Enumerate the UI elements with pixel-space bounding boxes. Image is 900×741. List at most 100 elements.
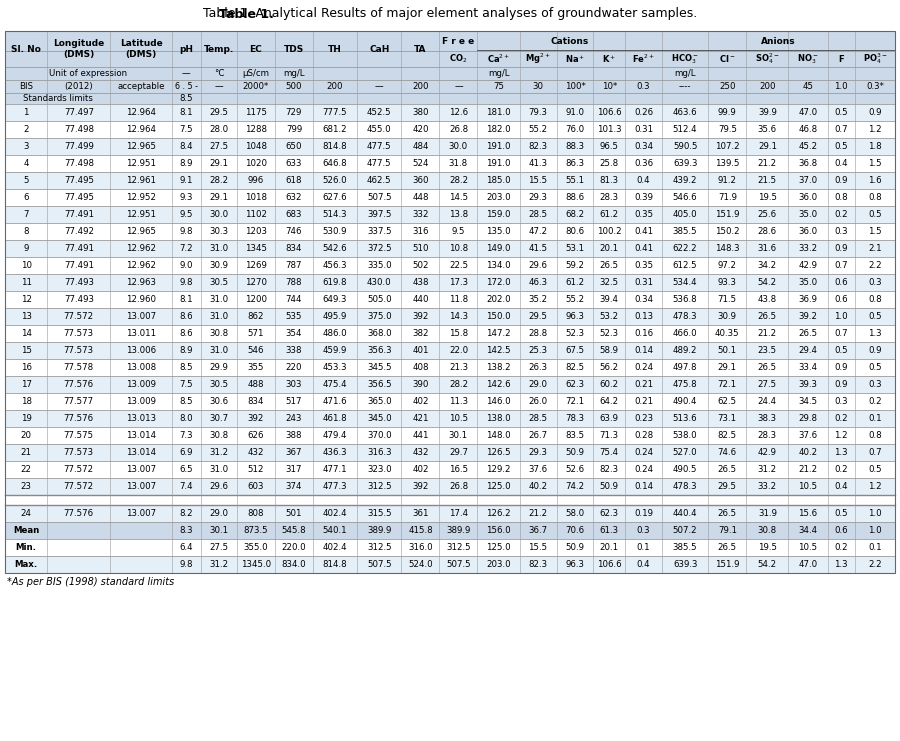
Text: 0.9: 0.9 [868, 346, 882, 355]
Text: 535: 535 [285, 312, 302, 321]
Text: 29.1: 29.1 [210, 193, 229, 202]
Text: 1.0: 1.0 [834, 312, 848, 321]
Text: 8.4: 8.4 [180, 142, 194, 151]
Bar [5, 240, 895, 257]
Text: 1.0: 1.0 [834, 82, 848, 91]
Text: 62.5: 62.5 [718, 397, 737, 406]
Text: 151.9: 151.9 [716, 210, 740, 219]
Text: 31.0: 31.0 [210, 465, 229, 474]
Text: 149.0: 149.0 [486, 244, 511, 253]
Text: 2000*: 2000* [243, 82, 269, 91]
Text: 332: 332 [412, 210, 428, 219]
Text: 510: 510 [412, 244, 428, 253]
Text: 39.4: 39.4 [599, 295, 618, 304]
Text: 34.2: 34.2 [758, 261, 777, 270]
Text: 402.4: 402.4 [323, 543, 347, 552]
Text: 524.0: 524.0 [409, 560, 433, 569]
Text: 61.3: 61.3 [599, 526, 619, 535]
Text: 79.3: 79.3 [528, 108, 547, 117]
Text: 1.6: 1.6 [868, 176, 882, 185]
Text: 402.4: 402.4 [323, 509, 347, 518]
Text: 22.0: 22.0 [449, 346, 468, 355]
Text: 26.5: 26.5 [718, 543, 737, 552]
Text: 33.2: 33.2 [798, 244, 817, 253]
Bar [5, 206, 895, 223]
Text: 12.965: 12.965 [126, 142, 156, 151]
Text: 389.9: 389.9 [446, 526, 471, 535]
Text: 29.0: 29.0 [528, 380, 547, 389]
Text: 77.572: 77.572 [64, 482, 94, 491]
Text: 31.2: 31.2 [758, 465, 777, 474]
Text: 73.1: 73.1 [718, 414, 737, 423]
Text: 1270: 1270 [245, 278, 267, 287]
Bar [5, 427, 895, 444]
Text: 513.6: 513.6 [673, 414, 698, 423]
Text: 808: 808 [248, 509, 265, 518]
Text: 29.1: 29.1 [758, 142, 777, 151]
Text: 41.5: 41.5 [528, 244, 547, 253]
Text: 440: 440 [412, 295, 428, 304]
Text: 29.6: 29.6 [528, 261, 547, 270]
Text: 337.5: 337.5 [367, 227, 392, 236]
Text: Na$^+$: Na$^+$ [565, 53, 585, 65]
Text: 478.3: 478.3 [673, 312, 698, 321]
Text: 28.3: 28.3 [599, 193, 619, 202]
Text: 545.8: 545.8 [282, 526, 306, 535]
Text: 82.3: 82.3 [599, 465, 619, 474]
Text: 1200: 1200 [245, 295, 267, 304]
Text: 26.5: 26.5 [758, 363, 777, 372]
Text: μS/cm: μS/cm [242, 69, 269, 78]
Text: 77.573: 77.573 [64, 346, 94, 355]
Text: 35.0: 35.0 [798, 210, 817, 219]
Text: 29.1: 29.1 [210, 159, 229, 168]
Text: 512: 512 [248, 465, 265, 474]
Text: 30.3: 30.3 [210, 227, 229, 236]
Text: 71.5: 71.5 [718, 295, 737, 304]
Text: 17: 17 [21, 380, 32, 389]
Text: Sl. No: Sl. No [11, 44, 41, 53]
Text: 12.964: 12.964 [126, 108, 156, 117]
Text: 13.008: 13.008 [126, 363, 156, 372]
Text: 150.2: 150.2 [715, 227, 740, 236]
Text: 0.2: 0.2 [868, 397, 882, 406]
Text: 25.3: 25.3 [528, 346, 547, 355]
Text: F: F [839, 55, 844, 64]
Text: 126.2: 126.2 [486, 509, 511, 518]
Text: 10: 10 [21, 261, 32, 270]
Text: 534.4: 534.4 [673, 278, 698, 287]
Text: 335.0: 335.0 [367, 261, 392, 270]
Text: 135.0: 135.0 [486, 227, 511, 236]
Text: 461.8: 461.8 [323, 414, 347, 423]
Text: 0.8: 0.8 [868, 295, 882, 304]
Text: 323.0: 323.0 [367, 465, 392, 474]
Text: 12.952: 12.952 [126, 193, 156, 202]
Text: acceptable: acceptable [117, 82, 165, 91]
Bar [5, 359, 895, 376]
Text: 1.3: 1.3 [834, 448, 848, 457]
Text: NO$_3^-$: NO$_3^-$ [797, 53, 819, 66]
Text: 10.5: 10.5 [798, 482, 817, 491]
Text: 996: 996 [248, 176, 264, 185]
Text: Mean: Mean [13, 526, 40, 535]
Text: 150.0: 150.0 [486, 312, 511, 321]
Text: 139.5: 139.5 [716, 159, 740, 168]
Text: 13.006: 13.006 [126, 346, 156, 355]
Text: 546: 546 [248, 346, 265, 355]
Text: 7.2: 7.2 [180, 244, 194, 253]
Text: 0.5: 0.5 [834, 346, 848, 355]
Text: 415.8: 415.8 [409, 526, 433, 535]
Bar [5, 155, 895, 172]
Text: 0.3: 0.3 [868, 380, 882, 389]
Text: 200: 200 [412, 82, 428, 91]
Text: 392: 392 [412, 312, 428, 321]
Text: 0.7: 0.7 [834, 125, 848, 134]
Text: 77.572: 77.572 [64, 312, 94, 321]
Text: 20.1: 20.1 [599, 543, 619, 552]
Text: 0.3: 0.3 [636, 82, 651, 91]
Text: 28.6: 28.6 [758, 227, 777, 236]
Bar [5, 172, 895, 189]
Bar [5, 505, 895, 522]
Text: 191.0: 191.0 [486, 159, 511, 168]
Text: 77.491: 77.491 [64, 210, 94, 219]
Text: 471.6: 471.6 [323, 397, 347, 406]
